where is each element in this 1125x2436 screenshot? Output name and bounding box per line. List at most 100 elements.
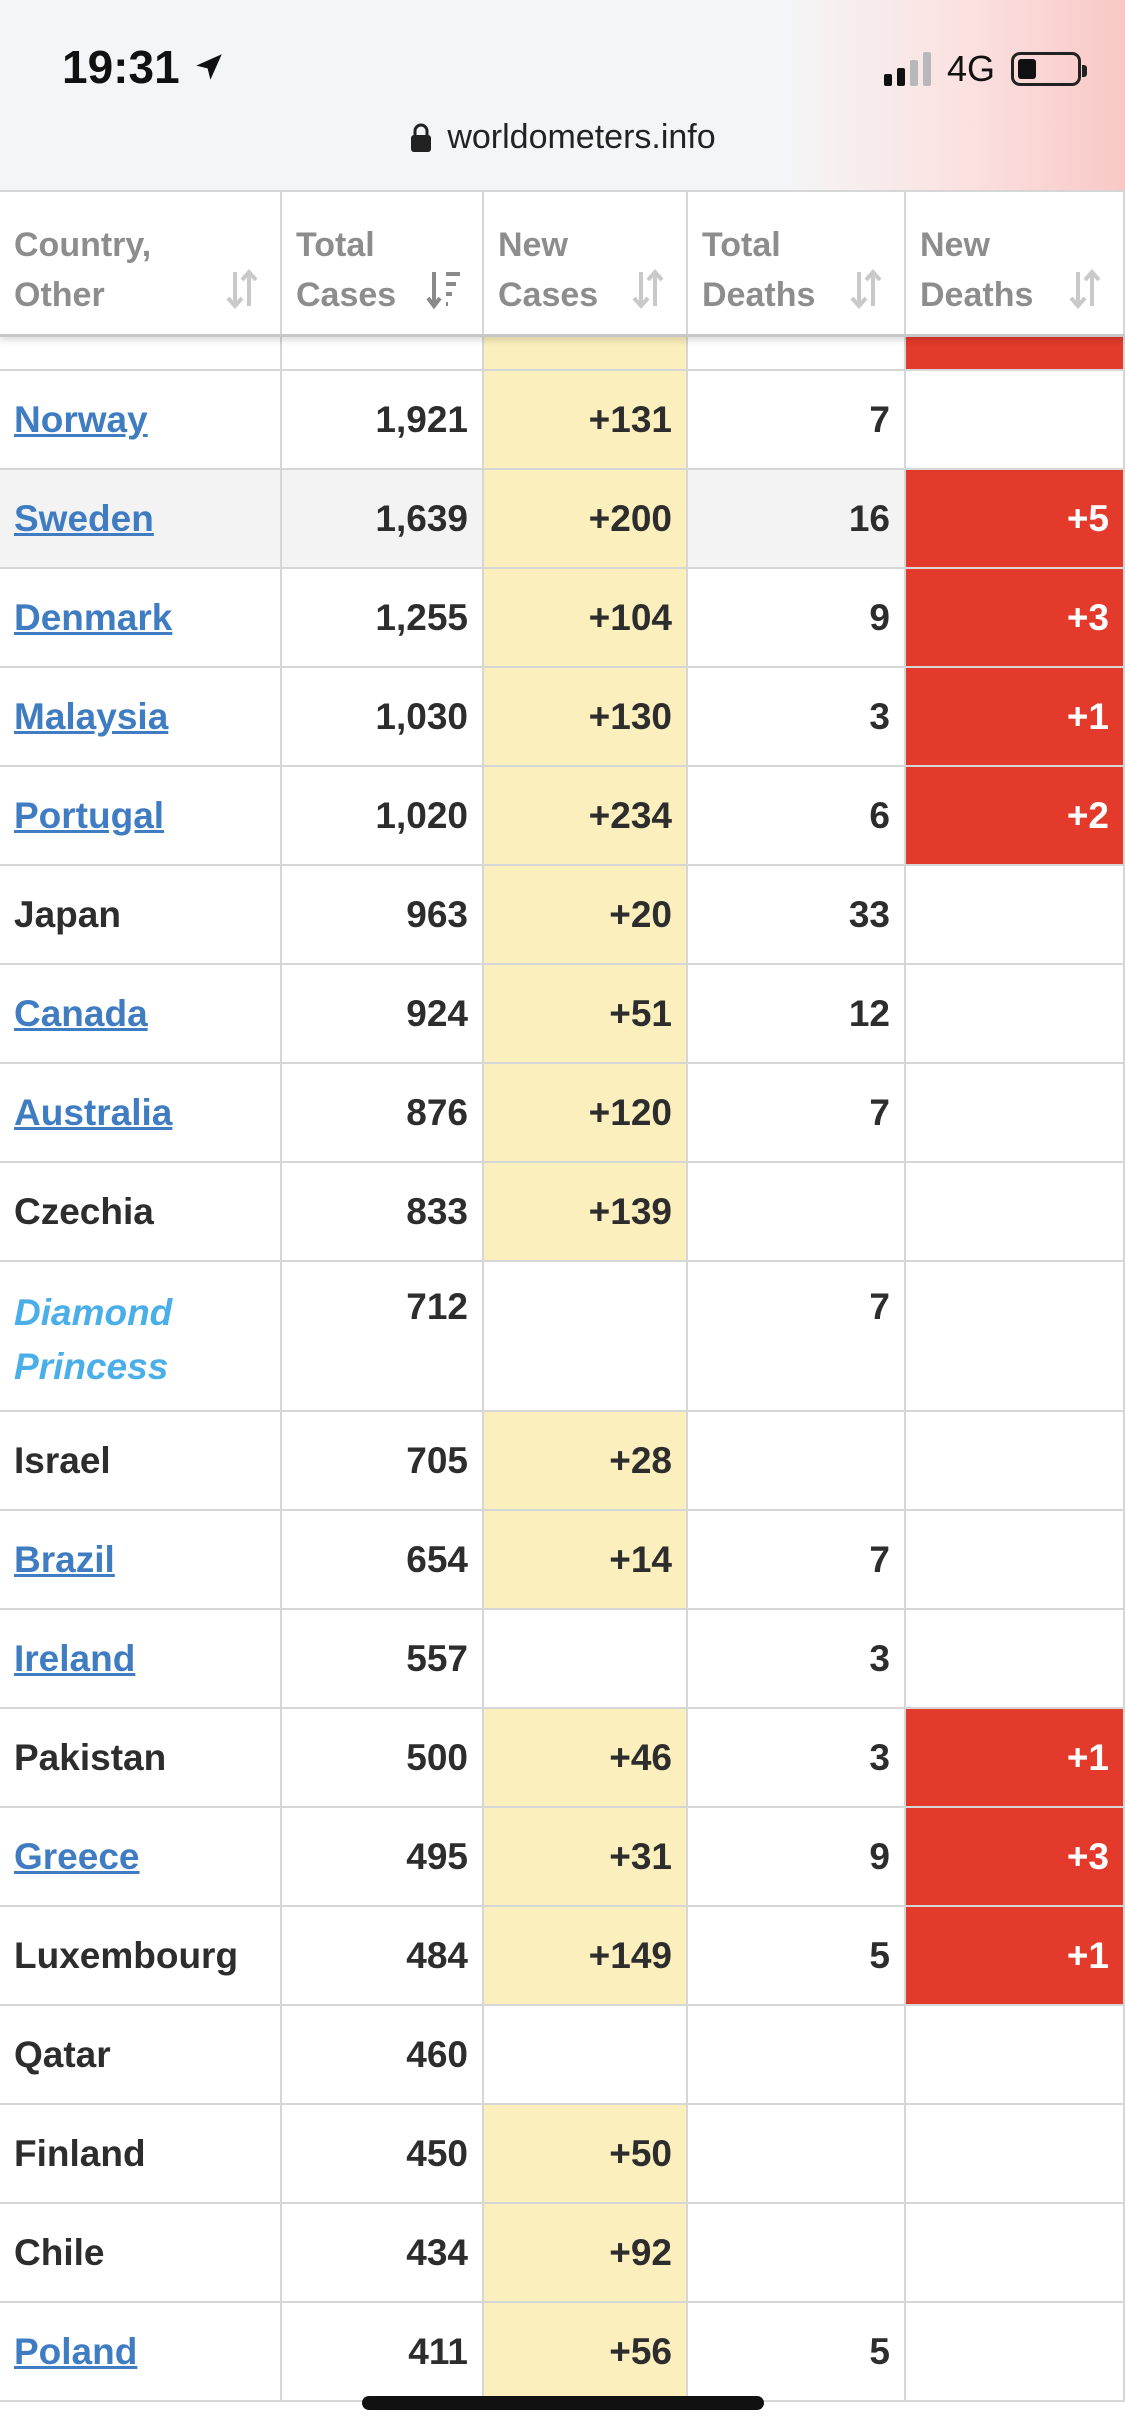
country-name: Qatar bbox=[14, 2033, 111, 2075]
new-cases-cell bbox=[484, 1262, 688, 1410]
status-indicators: 4G bbox=[883, 48, 1087, 90]
header-total-deaths[interactable]: Total Deaths bbox=[688, 192, 906, 334]
country-cell: Malaysia bbox=[0, 668, 282, 765]
country-name[interactable]: Sweden bbox=[14, 497, 154, 539]
table-row-partial bbox=[0, 337, 1125, 371]
total-cases-cell: 924 bbox=[282, 965, 484, 1062]
table-row: Japan 963 +20 33 bbox=[0, 866, 1125, 965]
total-cases-cell: 1,020 bbox=[282, 767, 484, 864]
country-name[interactable]: Brazil bbox=[14, 1538, 115, 1580]
new-deaths-cell: +3 bbox=[906, 569, 1125, 666]
new-deaths-cell bbox=[906, 2303, 1125, 2400]
total-deaths-cell: 3 bbox=[688, 668, 906, 765]
new-cases-cell bbox=[484, 2006, 688, 2103]
country-cell: Denmark bbox=[0, 569, 282, 666]
new-cases-cell: +131 bbox=[484, 371, 688, 468]
total-cases-cell: 460 bbox=[282, 2006, 484, 2103]
country-cell: Finland bbox=[0, 2105, 282, 2202]
new-cases-cell: +51 bbox=[484, 965, 688, 1062]
new-cases-cell: +31 bbox=[484, 1808, 688, 1905]
total-cases-cell: 557 bbox=[282, 1610, 484, 1707]
country-name: Japan bbox=[14, 893, 121, 935]
new-deaths-cell: +1 bbox=[906, 668, 1125, 765]
country-name[interactable]: Ireland bbox=[14, 1637, 136, 1679]
table-row: Czechia 833 +139 bbox=[0, 1163, 1125, 1262]
total-cases-cell: 833 bbox=[282, 1163, 484, 1260]
table-row: Greece 495 +31 9 +3 bbox=[0, 1808, 1125, 1907]
country-cell: Pakistan bbox=[0, 1709, 282, 1806]
new-deaths-cell bbox=[906, 1064, 1125, 1161]
total-deaths-cell: 7 bbox=[688, 1064, 906, 1161]
country-name[interactable]: Australia bbox=[14, 1091, 173, 1133]
table-row: Portugal 1,020 +234 6 +2 bbox=[0, 767, 1125, 866]
new-deaths-cell bbox=[906, 2006, 1125, 2103]
country-cell: Norway bbox=[0, 371, 282, 468]
total-cases-cell: 705 bbox=[282, 1412, 484, 1509]
country-cell: Portugal bbox=[0, 767, 282, 864]
table-row: Ireland 557 3 bbox=[0, 1610, 1125, 1709]
new-deaths-cell bbox=[906, 1511, 1125, 1608]
table-row: Canada 924 +51 12 bbox=[0, 965, 1125, 1064]
header-country[interactable]: Country, Other bbox=[0, 192, 282, 334]
total-deaths-cell bbox=[688, 1163, 906, 1260]
country-name[interactable]: Poland bbox=[14, 2330, 138, 2372]
header-new-cases[interactable]: New Cases bbox=[484, 192, 688, 334]
table-row: Israel 705 +28 bbox=[0, 1412, 1125, 1511]
country-name[interactable]: Greece bbox=[14, 1835, 140, 1877]
total-cases-cell: 876 bbox=[282, 1064, 484, 1161]
sort-icon bbox=[1069, 268, 1101, 310]
country-name: Israel bbox=[14, 1439, 111, 1481]
country-name[interactable]: Denmark bbox=[14, 596, 173, 638]
home-indicator[interactable] bbox=[362, 2396, 764, 2410]
country-name[interactable]: Malaysia bbox=[14, 695, 169, 737]
url-text: worldometers.info bbox=[447, 118, 716, 156]
country-name[interactable]: Norway bbox=[14, 398, 148, 440]
total-deaths-cell: 16 bbox=[688, 470, 906, 567]
new-deaths-cell bbox=[906, 1610, 1125, 1707]
total-deaths-cell: 12 bbox=[688, 965, 906, 1062]
sort-icon bbox=[850, 268, 882, 310]
sort-icon bbox=[226, 268, 258, 310]
country-cell: Czechia bbox=[0, 1163, 282, 1260]
new-deaths-cell bbox=[906, 1163, 1125, 1260]
table-row: Poland 411 +56 5 bbox=[0, 2303, 1125, 2402]
new-deaths-cell bbox=[906, 2204, 1125, 2301]
sort-icon bbox=[632, 268, 664, 310]
total-cases-cell: 495 bbox=[282, 1808, 484, 1905]
network-type: 4G bbox=[946, 48, 995, 89]
country-name: Chile bbox=[14, 2231, 105, 2273]
address-bar[interactable]: worldometers.info bbox=[0, 118, 1125, 157]
new-cases-cell: +200 bbox=[484, 470, 688, 567]
new-cases-cell: +149 bbox=[484, 1907, 688, 2004]
header-total-cases[interactable]: Total Cases bbox=[282, 192, 484, 334]
total-cases-cell: 963 bbox=[282, 866, 484, 963]
country-name[interactable]: Diamond Princess bbox=[14, 1292, 173, 1387]
country-cell: Israel bbox=[0, 1412, 282, 1509]
total-cases-cell: 434 bbox=[282, 2204, 484, 2301]
new-deaths-cell bbox=[906, 965, 1125, 1062]
country-name: Finland bbox=[14, 2132, 146, 2174]
new-cases-cell: +234 bbox=[484, 767, 688, 864]
country-name[interactable]: Canada bbox=[14, 992, 148, 1034]
total-deaths-cell bbox=[688, 2006, 906, 2103]
total-cases-cell: 1,030 bbox=[282, 668, 484, 765]
status-time: 19:31 bbox=[62, 40, 226, 94]
country-name[interactable]: Portugal bbox=[14, 794, 165, 836]
country-cell: Chile bbox=[0, 2204, 282, 2301]
total-deaths-cell: 5 bbox=[688, 2303, 906, 2400]
country-name: Czechia bbox=[14, 1190, 154, 1232]
total-cases-cell: 450 bbox=[282, 2105, 484, 2202]
new-deaths-cell: +3 bbox=[906, 1808, 1125, 1905]
new-cases-cell: +20 bbox=[484, 866, 688, 963]
header-new-deaths[interactable]: New Deaths bbox=[906, 192, 1125, 334]
table-row: Malaysia 1,030 +130 3 +1 bbox=[0, 668, 1125, 767]
new-cases-cell: +46 bbox=[484, 1709, 688, 1806]
total-deaths-cell: 7 bbox=[688, 1511, 906, 1608]
total-cases-cell: 712 bbox=[282, 1262, 484, 1410]
total-deaths-cell: 7 bbox=[688, 371, 906, 468]
table-row: Finland 450 +50 bbox=[0, 2105, 1125, 2204]
new-deaths-cell: +5 bbox=[906, 470, 1125, 567]
country-cell: Poland bbox=[0, 2303, 282, 2400]
table-row: Denmark 1,255 +104 9 +3 bbox=[0, 569, 1125, 668]
total-cases-cell: 484 bbox=[282, 1907, 484, 2004]
